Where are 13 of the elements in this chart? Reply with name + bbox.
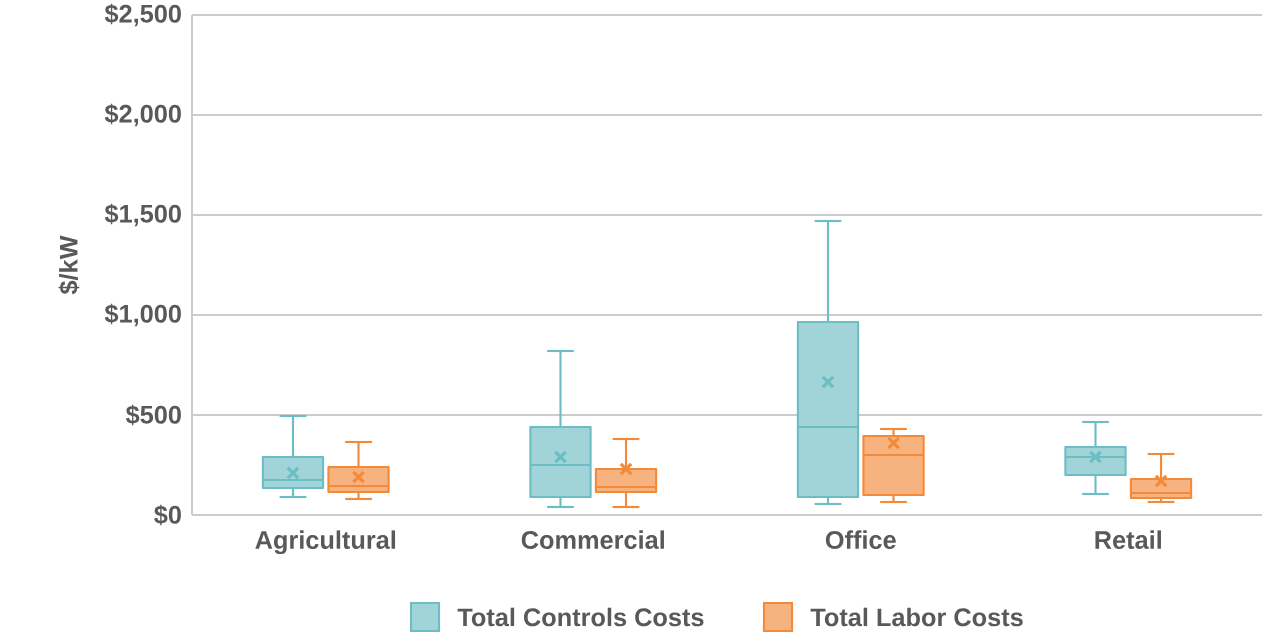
y-tick-label: $0 xyxy=(154,504,181,526)
x-tick-label: Commercial xyxy=(521,530,664,549)
y-tick-label: $1,500 xyxy=(104,203,181,227)
legend-label: Total Labor Costs xyxy=(810,607,1023,627)
x-tick-label: Agricultural xyxy=(255,530,396,555)
x-tick-label: Retail xyxy=(1095,530,1161,549)
y-tick-label: $2,500 xyxy=(104,3,181,27)
x-tick-label: Office xyxy=(825,530,896,549)
y-tick-label: $2,000 xyxy=(104,103,181,127)
y-tick-label: $1,000 xyxy=(104,303,181,327)
legend-label: Total Controls Costs xyxy=(457,607,704,627)
y-axis-title: $/kW xyxy=(58,235,80,295)
y-tick-label: $500 xyxy=(125,404,181,426)
